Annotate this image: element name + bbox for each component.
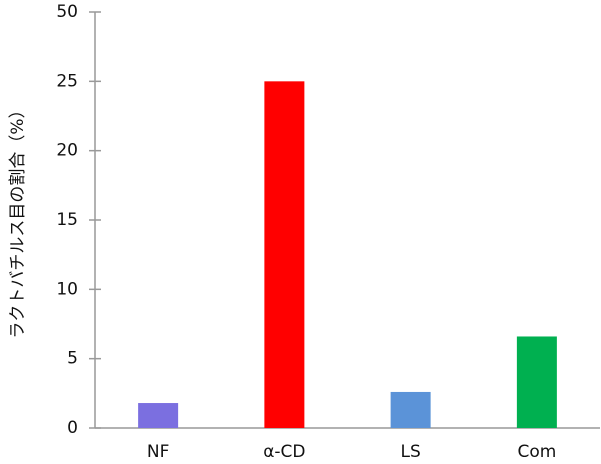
x-tick-label: LS xyxy=(400,442,420,462)
x-tick-label: Com xyxy=(517,442,556,462)
y-tick-label: 0 xyxy=(67,418,78,438)
bar xyxy=(138,403,179,428)
y-axis-label: ラクトバチルス目の割合（%） xyxy=(8,101,28,338)
y-tick-label: 25 xyxy=(56,71,78,91)
x-tick-label: NF xyxy=(147,442,170,462)
x-tick-label: α-CD xyxy=(263,442,305,462)
y-tick-label: 20 xyxy=(56,141,78,161)
y-tick-label: 15 xyxy=(56,210,78,230)
y-tick-label: 50 xyxy=(56,2,78,22)
bar xyxy=(390,391,431,428)
bar xyxy=(516,336,557,428)
y-tick-label: 5 xyxy=(67,349,78,369)
y-tick-label: 10 xyxy=(56,279,78,299)
bar xyxy=(264,81,305,428)
